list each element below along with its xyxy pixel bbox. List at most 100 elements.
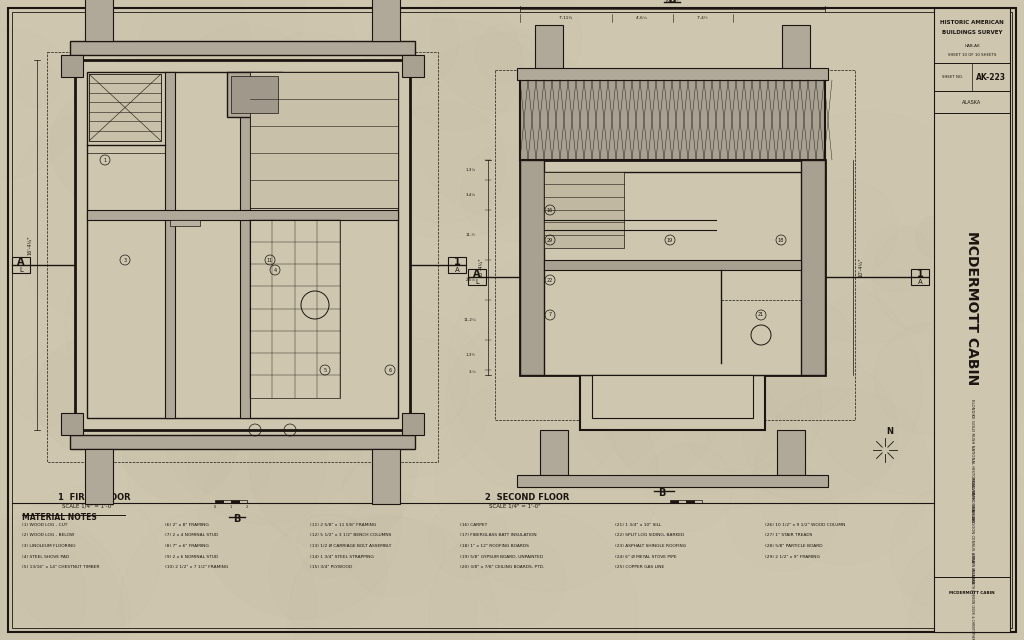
Bar — [231, 76, 278, 113]
Text: B: B — [669, 0, 676, 5]
Bar — [223, 500, 231, 503]
Text: (7) 2 x 4 NOMINAL STUD: (7) 2 x 4 NOMINAL STUD — [165, 534, 218, 538]
Text: 1  FIRST FLOOR: 1 FIRST FLOOR — [58, 493, 131, 502]
Text: (27) 1" STAIR TREADS: (27) 1" STAIR TREADS — [765, 534, 812, 538]
Text: 18: 18 — [778, 237, 784, 243]
Text: (8) 7" x 6" FRAMING: (8) 7" x 6" FRAMING — [165, 544, 209, 548]
Bar — [12, 257, 30, 273]
Bar — [517, 475, 828, 487]
Text: A: A — [17, 257, 25, 267]
Bar — [592, 375, 753, 418]
Text: SKAGWAY-HOONAH-ANGOON CENSUS AREA     ALASKA: SKAGWAY-HOONAH-ANGOON CENSUS AREA ALASKA — [970, 477, 974, 584]
Text: KLONDIKE GOLD RUSH NATIONAL HISTORICAL PARK   SKAGWAY: KLONDIKE GOLD RUSH NATIONAL HISTORICAL P… — [970, 399, 974, 523]
Text: 4: 4 — [273, 268, 276, 273]
Text: (1) WOOD LOG - CUT: (1) WOOD LOG - CUT — [22, 523, 68, 527]
Text: 1: 1 — [454, 257, 461, 267]
Bar — [934, 63, 1010, 91]
Bar — [215, 500, 223, 503]
Text: (14) 1 3/4" STEEL STRAPPING: (14) 1 3/4" STEEL STRAPPING — [310, 554, 374, 559]
Bar — [47, 52, 438, 462]
Text: 2  SECOND FLOOR: 2 SECOND FLOOR — [485, 493, 569, 502]
Text: (22) SPLIT LOG SIDING, BARKED: (22) SPLIT LOG SIDING, BARKED — [615, 534, 684, 538]
Text: (29) 2 1/2" x 9" FRAMING: (29) 2 1/2" x 9" FRAMING — [765, 554, 820, 559]
Text: (5) 13/16" x 14" CHESTNUT TIMBER: (5) 13/16" x 14" CHESTNUT TIMBER — [22, 565, 99, 569]
Text: (2) WOOD LOG - BELOW: (2) WOOD LOG - BELOW — [22, 534, 75, 538]
Text: L: L — [19, 267, 23, 273]
Text: 11: 11 — [267, 257, 273, 262]
Text: 10'-4¾": 10'-4¾" — [858, 257, 863, 276]
Text: HAB-AK: HAB-AK — [965, 44, 980, 48]
Text: MCDERMOTT CABIN: MCDERMOTT CABIN — [965, 231, 979, 385]
Text: (19) 5/8" GYPSUM BOARD, UNPAINTED: (19) 5/8" GYPSUM BOARD, UNPAINTED — [460, 554, 543, 559]
Bar — [231, 500, 239, 503]
Bar — [934, 91, 1010, 113]
Text: 11-2¾: 11-2¾ — [464, 318, 476, 322]
Text: 1: 1 — [229, 505, 232, 509]
Bar — [911, 269, 929, 285]
Bar — [87, 210, 398, 220]
Text: (24) 6" Ø METAL STOVE PIPE: (24) 6" Ø METAL STOVE PIPE — [615, 554, 677, 559]
Text: SCALE 1/4" = 1'-0": SCALE 1/4" = 1'-0" — [489, 504, 541, 509]
Text: 19: 19 — [667, 237, 673, 243]
Text: 6: 6 — [388, 367, 391, 372]
Text: 7: 7 — [549, 312, 552, 317]
Bar — [227, 72, 282, 117]
Text: N: N — [887, 428, 894, 436]
Text: (15) 3/4" PLYWOOD: (15) 3/4" PLYWOOD — [310, 565, 352, 569]
Text: A: A — [918, 279, 923, 285]
Bar — [89, 74, 161, 141]
Bar — [686, 500, 694, 503]
Text: 5: 5 — [324, 367, 327, 372]
Text: 10'-4¾": 10'-4¾" — [478, 257, 483, 276]
Text: 1-3½: 1-3½ — [466, 353, 476, 357]
Text: (20) 3/8" x 7/8" CEILING BOARDS, PTD.: (20) 3/8" x 7/8" CEILING BOARDS, PTD. — [460, 565, 545, 569]
Text: (26) 10 1/2" x 9 1/2" WOOD COLUMN: (26) 10 1/2" x 9 1/2" WOOD COLUMN — [765, 523, 846, 527]
Text: SHEET NO.: SHEET NO. — [942, 75, 964, 79]
Text: 1-3¾: 1-3¾ — [466, 168, 476, 172]
Bar — [372, 0, 400, 41]
Bar — [934, 113, 1010, 577]
Text: 16: 16 — [547, 207, 553, 212]
Bar — [544, 260, 801, 270]
Bar — [70, 435, 415, 449]
Text: 3-¾: 3-¾ — [468, 370, 476, 374]
Bar — [402, 413, 424, 435]
Text: A: A — [455, 267, 460, 273]
Text: (28) 5/8" PARTICLE BOARD: (28) 5/8" PARTICLE BOARD — [765, 544, 822, 548]
Bar — [520, 160, 825, 375]
Text: 11-½: 11-½ — [466, 233, 476, 237]
Bar — [678, 500, 686, 503]
Bar — [520, 80, 825, 160]
Text: (6) 2" x 8" FRAMING: (6) 2" x 8" FRAMING — [165, 523, 209, 527]
Text: 4'-6¾: 4'-6¾ — [636, 16, 648, 20]
Text: 7'-11¼: 7'-11¼ — [559, 16, 573, 20]
Bar — [517, 68, 828, 80]
Text: 19'-6": 19'-6" — [665, 0, 679, 4]
Bar — [165, 72, 175, 418]
Bar — [934, 8, 1010, 632]
Text: (23) ASPHALT SHINGLE ROOFING: (23) ASPHALT SHINGLE ROOFING — [615, 544, 686, 548]
Text: (25) COPPER GAS LINE: (25) COPPER GAS LINE — [615, 565, 665, 569]
Bar — [495, 70, 855, 420]
Text: (16) CARPET: (16) CARPET — [460, 523, 487, 527]
Bar — [85, 449, 113, 504]
Text: B: B — [658, 488, 666, 498]
Bar — [544, 172, 624, 248]
Bar — [87, 72, 398, 418]
Bar — [782, 25, 810, 80]
Bar — [520, 160, 544, 375]
Text: (9) 2 x 6 NOMINAL STUD: (9) 2 x 6 NOMINAL STUD — [165, 554, 218, 559]
Bar — [61, 55, 83, 77]
Text: L: L — [475, 279, 479, 285]
Text: 29: 29 — [547, 237, 553, 243]
Bar — [170, 220, 200, 226]
Bar — [801, 160, 825, 375]
Text: BUILDINGS SURVEY: BUILDINGS SURVEY — [942, 29, 1002, 35]
Text: 3: 3 — [124, 257, 127, 262]
Bar — [70, 41, 415, 55]
Text: (13) 1/2 Ø CARRIAGE BOLT ASSEMBLY: (13) 1/2 Ø CARRIAGE BOLT ASSEMBLY — [310, 544, 391, 548]
Bar — [240, 72, 250, 418]
Bar — [449, 257, 466, 273]
Text: ALASKA: ALASKA — [963, 99, 982, 104]
Bar — [670, 500, 678, 503]
